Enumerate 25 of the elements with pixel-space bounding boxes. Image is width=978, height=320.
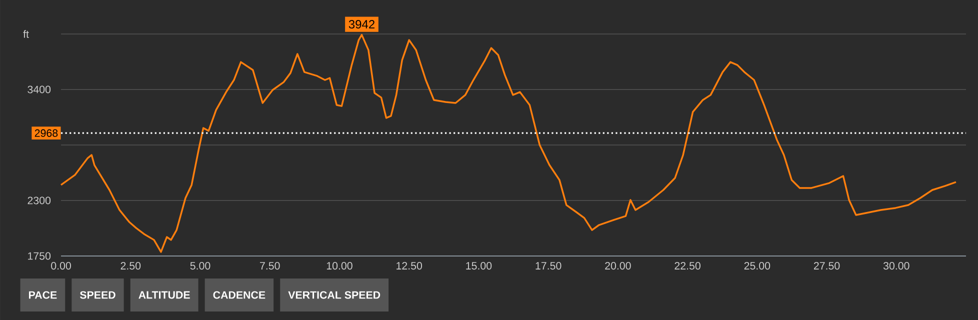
annotation: 3942 xyxy=(348,20,374,29)
x-tick-label: 7.50 xyxy=(260,262,280,270)
text: PACE xyxy=(28,291,57,299)
x-tick-label: 15.00 xyxy=(466,262,492,270)
x-tick-label: 27.50 xyxy=(814,262,840,270)
text: CADENCE xyxy=(213,291,266,299)
x-tick-label: 20.00 xyxy=(605,262,631,270)
x-tick-label: 22.50 xyxy=(674,262,700,270)
text: SPEED xyxy=(80,291,116,299)
line-series xyxy=(60,34,957,253)
x-tick-label: 25.00 xyxy=(744,262,770,270)
x-tick-label: 5.00 xyxy=(190,262,210,270)
ref-line-label: 2968 xyxy=(34,129,58,137)
x-tick-label: 12.50 xyxy=(396,262,422,270)
y-tick-label: 2300 xyxy=(28,196,51,204)
text: ALTITUDE xyxy=(138,291,190,299)
x-tick-label: 17.50 xyxy=(536,262,562,270)
y-tick-label: 3400 xyxy=(28,86,51,94)
y-tick-label: 1750 xyxy=(28,252,51,260)
x-tick-label: 10.00 xyxy=(326,262,352,270)
y-axis-title: ft xyxy=(23,30,29,38)
x-tick-label: 0.00 xyxy=(51,262,71,270)
x-tick-label: 30.00 xyxy=(883,262,910,270)
text: VERTICAL SPEED xyxy=(288,291,380,299)
x-tick-label: 2.50 xyxy=(120,262,141,270)
